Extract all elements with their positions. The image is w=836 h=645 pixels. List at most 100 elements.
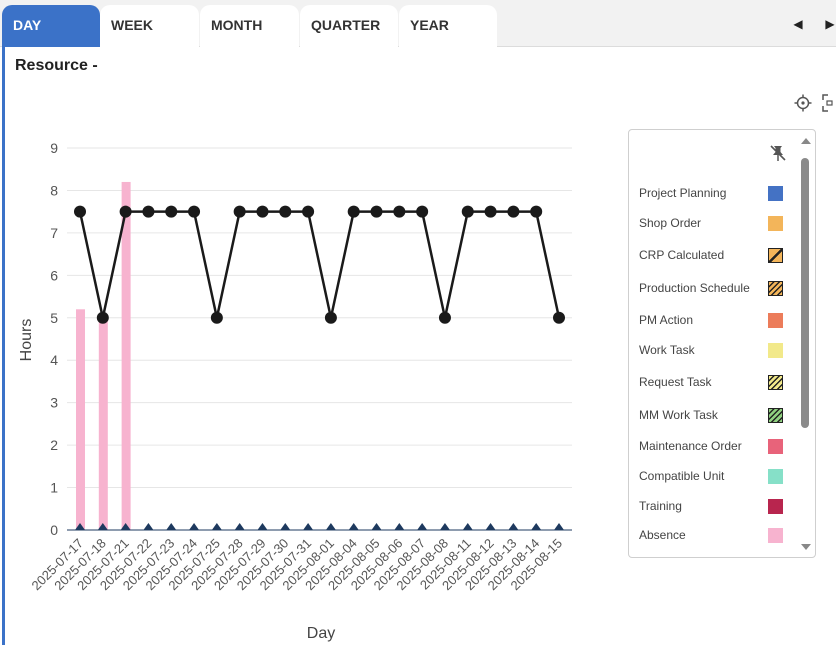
legend-swatch xyxy=(768,343,783,358)
panel-frame xyxy=(2,47,5,645)
legend-item-label: Request Task xyxy=(639,375,712,389)
legend-item[interactable]: Work Task xyxy=(639,341,789,359)
baseline-marker xyxy=(211,523,222,530)
legend-item[interactable]: MM Work Task xyxy=(639,406,789,424)
capacity-point xyxy=(438,311,451,324)
capacity-point xyxy=(324,311,337,324)
baseline-marker xyxy=(508,523,519,530)
baseline-marker xyxy=(371,523,382,530)
capacity-line-path xyxy=(78,210,561,319)
capacity-point xyxy=(302,205,315,218)
next-period-button[interactable]: ▶ xyxy=(825,17,835,31)
legend-item-label: CRP Calculated xyxy=(639,248,725,262)
scroll-down-icon[interactable] xyxy=(801,544,811,550)
scroll-up-icon[interactable] xyxy=(801,138,811,144)
grid-lines xyxy=(67,147,572,531)
capacity-point xyxy=(393,205,406,218)
absence-bars xyxy=(76,181,131,530)
legend-item[interactable]: PM Action xyxy=(639,311,789,329)
absence-bar xyxy=(98,317,108,530)
legend-swatch xyxy=(768,248,783,263)
baseline-markers xyxy=(67,523,572,531)
legend-item[interactable]: Training xyxy=(639,497,789,515)
legend-item[interactable]: CRP Calculated xyxy=(639,246,789,264)
capacity-point xyxy=(233,205,246,218)
previous-period-button[interactable]: ◀ xyxy=(793,17,803,31)
x-axis-label: Day xyxy=(307,625,335,642)
legend-swatch xyxy=(768,375,783,390)
legend-item[interactable]: Shop Order xyxy=(639,214,789,232)
legend-swatch xyxy=(768,281,783,296)
baseline-marker xyxy=(143,523,154,530)
legend-swatch xyxy=(768,313,783,328)
y-tick-label: 0 xyxy=(50,522,58,538)
tab-week[interactable]: WEEK xyxy=(100,5,199,47)
baseline-marker xyxy=(531,523,542,530)
absence-bar xyxy=(121,181,131,530)
capacity-point xyxy=(210,311,223,324)
capacity-point xyxy=(119,205,132,218)
legend-item-label: Absence xyxy=(639,528,686,542)
baseline-marker xyxy=(394,523,405,530)
capacity-point xyxy=(256,205,269,218)
legend-swatch xyxy=(768,439,783,454)
crosshair-icon[interactable] xyxy=(794,94,812,117)
baseline-marker xyxy=(97,523,108,530)
capacity-point xyxy=(279,205,292,218)
capacity-point xyxy=(142,205,155,218)
legend-item[interactable]: Absence xyxy=(639,526,789,544)
y-tick-label: 8 xyxy=(50,182,58,198)
legend-item-label: Project Planning xyxy=(639,186,727,200)
legend-item[interactable]: Request Task xyxy=(639,373,789,391)
legend-swatch xyxy=(768,186,783,201)
legend-scrollbar[interactable] xyxy=(799,136,813,550)
capacity-point xyxy=(165,205,178,218)
y-tick-label: 4 xyxy=(50,352,58,368)
legend-swatch xyxy=(768,528,783,543)
legend-item[interactable]: Compatible Unit xyxy=(639,467,789,485)
y-tick-label: 3 xyxy=(50,395,58,411)
legend-swatch xyxy=(768,216,783,231)
y-tick-label: 6 xyxy=(50,267,58,283)
y-tick-labels: 0 1 2 3 4 5 6 7 8 9 xyxy=(50,140,58,538)
baseline-marker xyxy=(303,523,314,530)
tab-quarter[interactable]: QUARTER xyxy=(300,5,398,47)
baseline-marker xyxy=(439,523,450,530)
legend-item-label: Maintenance Order xyxy=(639,439,742,453)
capacity-point xyxy=(530,205,543,218)
y-tick-label: 5 xyxy=(50,310,58,326)
baseline-marker xyxy=(462,523,473,530)
baseline-marker xyxy=(554,523,564,530)
baseline-marker xyxy=(348,523,359,530)
tab-month[interactable]: MONTH xyxy=(200,5,299,47)
capacity-point xyxy=(370,205,383,218)
baseline-marker xyxy=(166,523,177,530)
legend-item[interactable]: Production Schedule xyxy=(639,279,789,297)
baseline-marker xyxy=(75,523,85,530)
capacity-point xyxy=(188,205,201,218)
legend-item-label: Training xyxy=(639,499,682,513)
unpin-icon[interactable] xyxy=(769,144,787,167)
period-tab-bar: DAY WEEK MONTH QUARTER YEAR ◀ ▶ xyxy=(0,0,836,47)
baseline-marker xyxy=(257,523,268,530)
fullscreen-icon[interactable] xyxy=(822,94,836,117)
legend-item-label: Production Schedule xyxy=(639,281,750,295)
y-tick-label: 9 xyxy=(50,140,58,156)
capacity-point xyxy=(347,205,360,218)
tab-year[interactable]: YEAR xyxy=(399,5,497,47)
scroll-thumb[interactable] xyxy=(801,158,809,428)
legend-item[interactable]: Maintenance Order xyxy=(639,437,789,455)
baseline-marker xyxy=(485,523,496,530)
baseline-marker xyxy=(417,523,428,530)
baseline-marker xyxy=(325,523,336,530)
legend-item[interactable]: Project Planning xyxy=(639,184,789,202)
y-tick-label: 1 xyxy=(50,480,58,496)
capacity-point xyxy=(484,205,497,218)
y-tick-label: 2 xyxy=(50,437,58,453)
capacity-point xyxy=(507,205,520,218)
x-tick-labels: 2025-07-172025-07-182025-07-212025-07-22… xyxy=(28,536,565,594)
y-axis-label: Hours xyxy=(18,319,35,362)
absence-bar xyxy=(76,309,85,530)
tab-day[interactable]: DAY xyxy=(2,5,100,47)
